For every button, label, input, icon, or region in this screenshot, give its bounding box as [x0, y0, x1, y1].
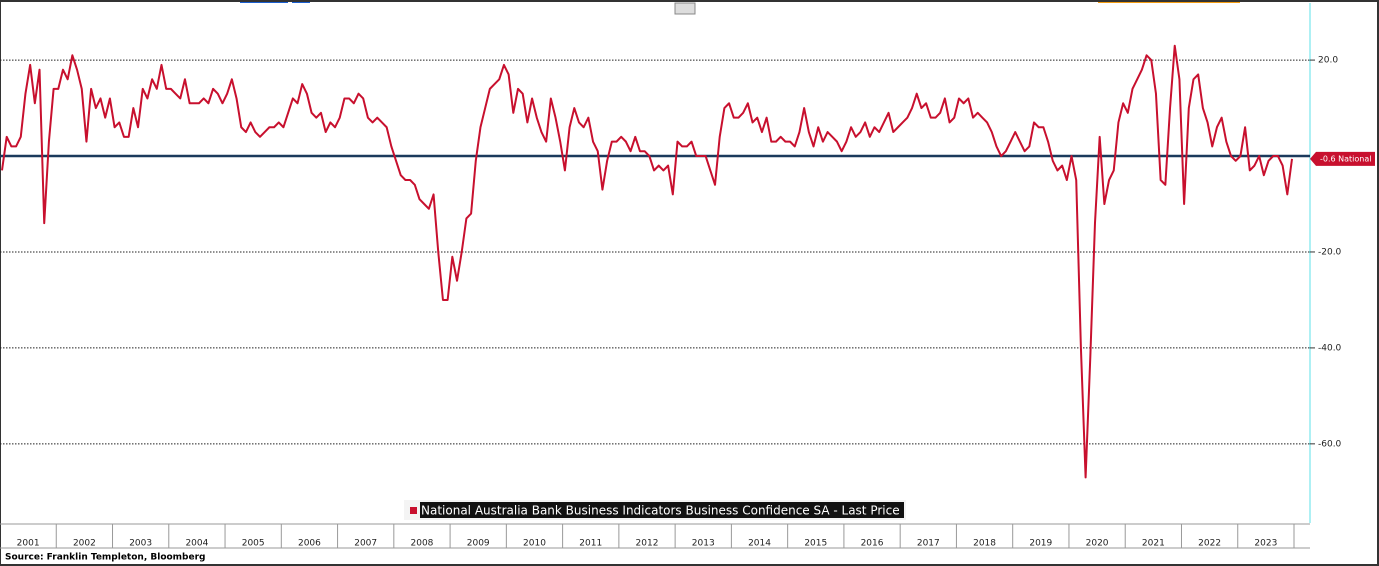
x-tick-label: 2014	[748, 539, 771, 549]
x-tick-label: 2002	[73, 539, 96, 549]
x-tick-label: 2021	[1142, 539, 1165, 549]
last-value-tag-bg	[1310, 151, 1375, 166]
x-tick-label: 2022	[1198, 539, 1221, 549]
y-tick-label: -60.0	[1318, 439, 1342, 449]
last-value-tag: -0.6 National	[1310, 151, 1375, 166]
x-tick-label: 2017	[917, 539, 940, 549]
x-tick-label: 2020	[1086, 539, 1109, 549]
legend: National Australia Bank Business Indicat…	[404, 500, 906, 520]
x-tick-label: 2004	[185, 539, 208, 549]
toolbar-icon	[674, 2, 696, 15]
x-tick-label: 2015	[804, 539, 827, 549]
x-tick-label: 2009	[467, 539, 490, 549]
x-tick-label: 2001	[17, 539, 40, 549]
legend-swatch	[410, 507, 417, 514]
x-tick-label: 2016	[861, 539, 884, 549]
x-tick-label: 2010	[523, 539, 546, 549]
x-tick-label: 2013	[692, 539, 715, 549]
legend-highlight	[420, 502, 904, 518]
y-tick-label: 20.0	[1318, 56, 1338, 66]
y-tick-label: -20.0	[1318, 247, 1342, 257]
x-tick-label: 2023	[1254, 539, 1277, 549]
x-tick-label: 2019	[1029, 539, 1052, 549]
x-tick-label: 2008	[411, 539, 434, 549]
x-tick-label: 2005	[242, 539, 265, 549]
x-tick-label: 2006	[298, 539, 321, 549]
x-tick-label: 2018	[973, 539, 996, 549]
x-tick-label: 2011	[579, 539, 602, 549]
legend-label: National Australia Bank Business Indicat…	[421, 504, 900, 518]
y-tick-label: -40.0	[1318, 343, 1342, 353]
x-tick-label: 2007	[354, 539, 377, 549]
x-tick-label: 2003	[129, 539, 152, 549]
last-value-label: -0.6 National	[1320, 154, 1372, 163]
x-tick-label: 2012	[636, 539, 659, 549]
data-line	[1, 44, 1293, 479]
source: Source: Franklin Templeton, Bloomberg	[5, 553, 206, 563]
